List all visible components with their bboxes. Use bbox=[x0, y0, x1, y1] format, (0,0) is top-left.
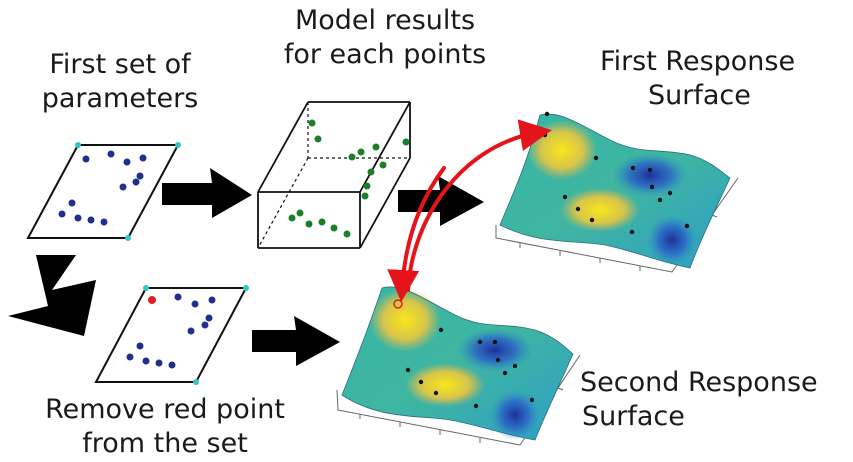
first-surface-label-line1: First Response bbox=[600, 46, 796, 77]
model-point bbox=[288, 214, 296, 222]
surface-point bbox=[529, 397, 535, 403]
model-point bbox=[314, 135, 322, 143]
flow-arrows bbox=[8, 168, 484, 366]
first-set-label-line1: First set of bbox=[49, 49, 191, 80]
corner-point bbox=[243, 285, 249, 291]
surface-point bbox=[492, 339, 498, 345]
parameter-point bbox=[74, 214, 82, 222]
surface-point bbox=[542, 132, 548, 138]
parameter-point bbox=[119, 183, 127, 191]
parameter-point bbox=[136, 342, 144, 350]
parameter-point bbox=[201, 321, 209, 329]
surface-point bbox=[630, 165, 636, 171]
surface-point bbox=[433, 390, 439, 396]
surface-point bbox=[589, 217, 595, 223]
parameter-point bbox=[132, 178, 140, 186]
first-response-surface bbox=[495, 111, 739, 273]
surface-point bbox=[495, 357, 501, 363]
parameter-point bbox=[136, 172, 144, 180]
remove-red-label: Remove red point from the set bbox=[20, 393, 310, 461]
second-response-surface bbox=[336, 286, 581, 446]
model-point bbox=[402, 138, 410, 146]
surface-point bbox=[438, 327, 444, 333]
model-point bbox=[367, 168, 375, 176]
second-parameter-plane bbox=[94, 285, 249, 385]
surface-point bbox=[562, 194, 568, 200]
parameter-point bbox=[187, 327, 195, 335]
parameter-point bbox=[123, 158, 131, 166]
corner-point bbox=[75, 142, 81, 148]
model-point bbox=[372, 143, 380, 151]
corner-point bbox=[193, 379, 199, 385]
surface-point bbox=[667, 190, 673, 196]
surface-point bbox=[629, 229, 635, 235]
model-point bbox=[296, 209, 304, 217]
arrow-to-model-icon bbox=[162, 168, 252, 218]
model-point bbox=[343, 230, 351, 238]
first-set-label-line2: parameters bbox=[41, 83, 199, 114]
surface-point bbox=[657, 197, 663, 203]
corner-point bbox=[143, 285, 149, 291]
parameter-point bbox=[208, 296, 216, 304]
parameter-point bbox=[174, 293, 182, 301]
parameter-point bbox=[191, 300, 199, 308]
parameter-point bbox=[139, 154, 147, 162]
arrow-to-first-surface-icon bbox=[398, 176, 484, 226]
parameter-point bbox=[155, 359, 163, 367]
surface-point bbox=[647, 167, 653, 173]
surface-point bbox=[405, 367, 411, 373]
model-results-box bbox=[257, 101, 411, 249]
parameter-point bbox=[87, 216, 95, 224]
parameter-point bbox=[126, 353, 134, 361]
surface-point bbox=[418, 379, 424, 385]
parameter-point bbox=[142, 357, 150, 365]
corner-point bbox=[175, 142, 181, 148]
first-set-label: First set of parameters bbox=[20, 48, 220, 116]
model-point bbox=[318, 218, 326, 226]
first-surface-label-line2: Surface bbox=[648, 80, 751, 111]
corner-point bbox=[125, 235, 131, 241]
parameter-point bbox=[100, 218, 108, 226]
bent-arrow-down-icon bbox=[8, 255, 96, 336]
surface-point bbox=[512, 363, 518, 369]
model-point bbox=[357, 148, 365, 156]
surface-point bbox=[593, 155, 599, 161]
model-point bbox=[305, 220, 313, 228]
parameter-point bbox=[58, 210, 66, 218]
first-parameter-plane bbox=[26, 142, 181, 241]
model-point bbox=[379, 161, 387, 169]
model-point bbox=[308, 119, 316, 127]
surface-point bbox=[544, 111, 550, 117]
model-result-points bbox=[288, 119, 410, 238]
remove-red-label-line2: from the set bbox=[82, 428, 248, 459]
surface-point bbox=[684, 223, 690, 229]
surface-point bbox=[502, 370, 508, 376]
second-surface-label-line2: Surface bbox=[582, 401, 685, 432]
surface-point bbox=[649, 184, 655, 190]
second-surface-label-line1: Second Response bbox=[580, 367, 818, 398]
model-results-label: Model results for each points bbox=[260, 4, 510, 72]
arrow-to-second-surface-icon bbox=[252, 316, 340, 366]
model-results-label-line1: Model results bbox=[294, 5, 476, 36]
surface-point bbox=[473, 403, 479, 409]
surface-point bbox=[477, 339, 483, 345]
remove-red-label-line1: Remove red point bbox=[45, 394, 285, 425]
model-point bbox=[330, 224, 338, 232]
red-link-arrow bbox=[387, 119, 552, 302]
parameter-point bbox=[107, 150, 115, 158]
model-point bbox=[361, 192, 369, 200]
model-point bbox=[348, 153, 356, 161]
parameter-point bbox=[168, 361, 176, 369]
model-results-label-line2: for each points bbox=[283, 39, 487, 70]
parameter-point bbox=[68, 199, 76, 207]
surface-point bbox=[575, 206, 581, 212]
model-point bbox=[363, 182, 371, 190]
removed-red-point bbox=[148, 296, 156, 304]
first-surface-label: First Response Surface bbox=[600, 45, 840, 113]
parameter-point bbox=[205, 314, 213, 322]
second-surface-label: Second Response Surface bbox=[580, 366, 845, 434]
parameter-point bbox=[82, 155, 90, 163]
